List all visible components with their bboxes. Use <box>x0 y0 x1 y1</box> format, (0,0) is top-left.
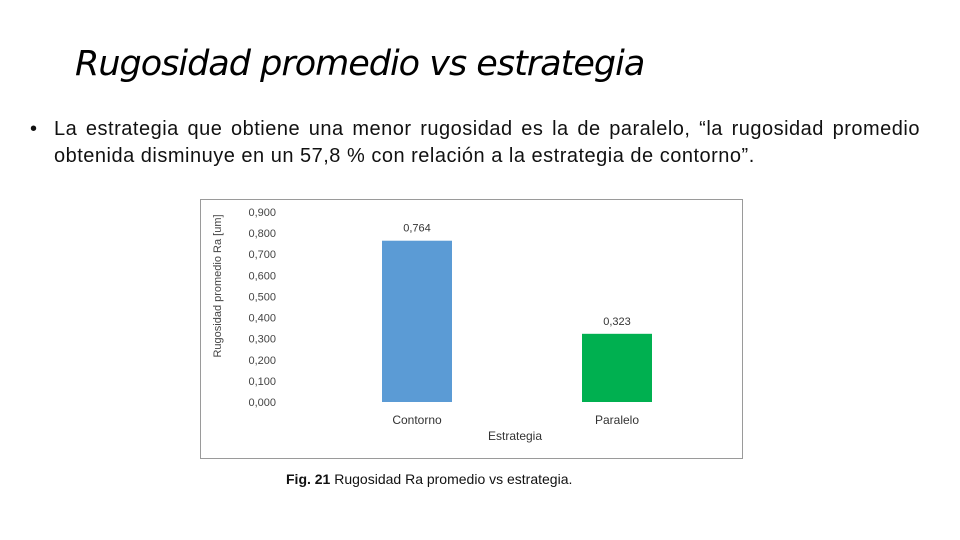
caption-label: Fig. 21 <box>286 471 331 487</box>
figure-caption: Fig. 21 Rugosidad Ra promedio vs estrate… <box>286 471 572 487</box>
x-axis-title: Estrategia <box>488 429 542 443</box>
y-tick-label: 0,300 <box>248 334 276 346</box>
bar-paralelo <box>582 333 652 402</box>
data-label: 0,764 <box>403 223 431 235</box>
caption-text: Rugosidad Ra promedio vs estrategia. <box>334 471 573 487</box>
slide-title: Rugosidad promedio vs estrategia <box>75 44 645 84</box>
x-tick-label: Paralelo <box>595 413 639 427</box>
y-axis-ticks: 0,000 0,100 0,200 0,300 0,400 0,500 0,600 0,700… <box>248 207 276 409</box>
bullet-text: La estrategia que obtiene una menor rugo… <box>54 118 920 167</box>
y-tick-label: 0,700 <box>248 249 276 261</box>
chart-container: Rugosidad promedio Ra [um] 0,000 0,100 0,2… <box>200 199 743 459</box>
x-tick-label: Contorno <box>392 413 442 427</box>
y-tick-label: 0,800 <box>248 228 276 240</box>
bar-chart: Rugosidad promedio Ra [um] 0,000 0,100 0,2… <box>212 207 652 443</box>
y-tick-label: 0,000 <box>248 397 276 409</box>
x-axis-ticks: Contorno Paralelo <box>392 413 639 427</box>
bar-contorno <box>382 240 452 402</box>
y-tick-label: 0,600 <box>248 270 276 282</box>
y-tick-label: 0,400 <box>248 313 276 325</box>
y-axis-title: Rugosidad promedio Ra [um] <box>212 214 224 357</box>
data-label: 0,323 <box>603 316 631 328</box>
y-tick-label: 0,500 <box>248 291 276 303</box>
bar-series <box>382 240 652 402</box>
y-tick-label: 0,900 <box>248 207 276 219</box>
y-tick-label: 0,200 <box>248 355 276 367</box>
bullet-paragraph: • La estrategia que obtiene una menor ru… <box>30 116 920 170</box>
bullet-symbol: • <box>30 118 38 140</box>
data-labels: 0,764 0,323 <box>403 223 631 328</box>
y-tick-label: 0,100 <box>248 376 276 388</box>
